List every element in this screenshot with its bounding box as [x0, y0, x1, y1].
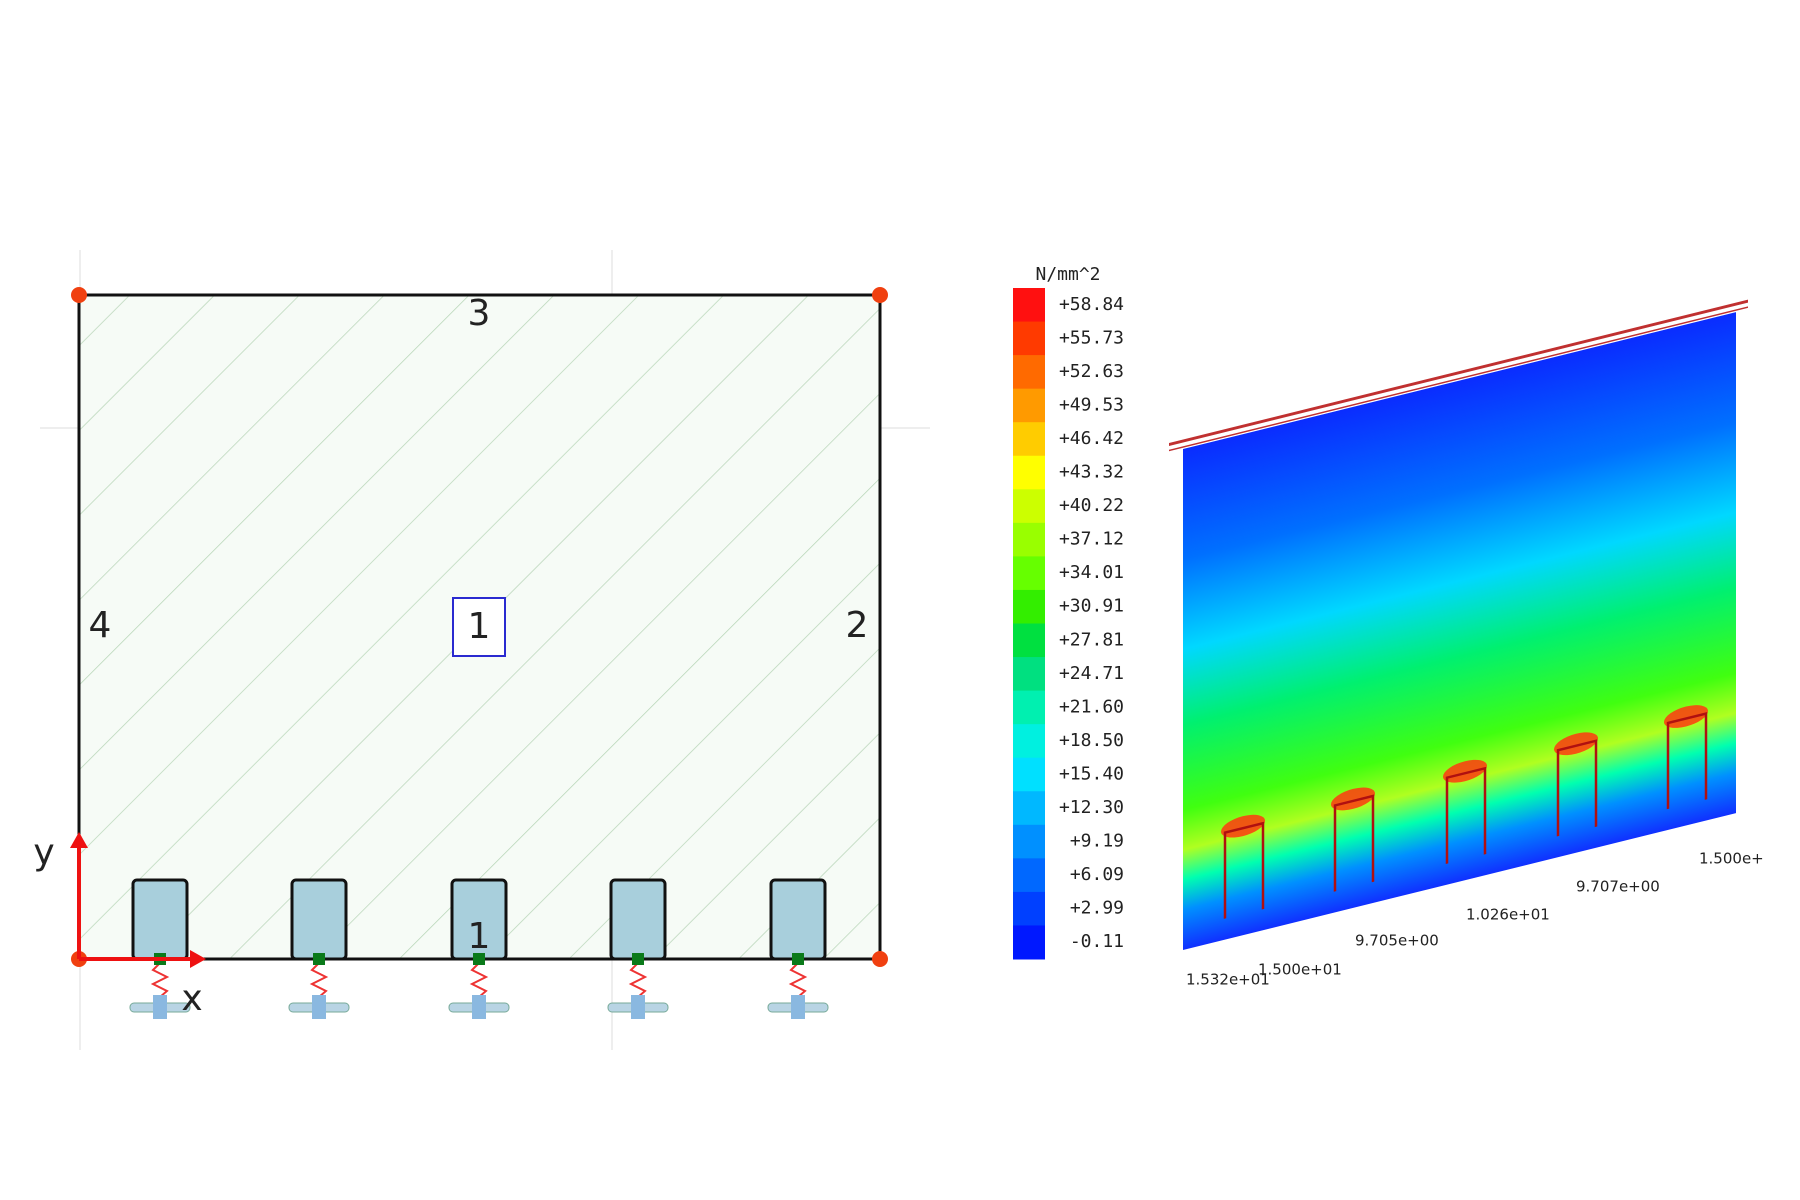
legend-swatch	[1013, 388, 1045, 423]
edge-label: 2	[846, 605, 869, 646]
legend-swatch	[1013, 455, 1045, 490]
legend-value: +27.81	[1059, 629, 1124, 650]
legend-value: +58.84	[1059, 294, 1124, 315]
legend-swatch	[1013, 288, 1045, 323]
legend-value: +49.53	[1059, 394, 1124, 415]
model-view: y x 3 2 4 1 1	[33, 250, 930, 1050]
legend-value: +2.99	[1070, 898, 1124, 919]
legend-unit: N/mm^2	[1035, 264, 1100, 285]
surface-label-box	[452, 597, 506, 657]
annotation: 1.500e+01	[1258, 961, 1342, 979]
result-view: 1.500e+01 9.705e+00 1.026e+01 9.707e+00 …	[1169, 299, 1764, 989]
edge-label: 4	[89, 605, 112, 646]
legend-swatch	[1013, 757, 1045, 792]
legend-value: +55.73	[1059, 327, 1124, 348]
legend-value: +24.71	[1059, 663, 1124, 684]
axis-label: x	[181, 978, 202, 1019]
annotation: 1.026e+01	[1466, 906, 1550, 924]
legend-swatch	[1013, 522, 1045, 557]
annotation: 9.705e+00	[1355, 932, 1439, 950]
supports	[129, 962, 829, 1019]
legend-value: +37.12	[1059, 529, 1124, 550]
legend-value: +15.40	[1059, 763, 1124, 784]
annotation: 9.707e+00	[1576, 878, 1660, 896]
legend-swatch	[1013, 321, 1045, 356]
legend-swatch	[1013, 724, 1045, 759]
footings	[131, 878, 827, 961]
legend-value: +40.22	[1059, 495, 1124, 516]
stress-plate	[1169, 299, 1748, 950]
footing-nodes	[154, 953, 804, 965]
legend-value: +9.19	[1070, 831, 1124, 852]
legend-swatch	[1013, 623, 1045, 658]
legend-value: +21.60	[1059, 696, 1124, 717]
legend-swatch	[1013, 489, 1045, 524]
legend-swatch	[1013, 556, 1045, 591]
axis-label: y	[33, 832, 54, 873]
legend-swatch	[1013, 690, 1045, 725]
legend-swatch	[1013, 791, 1045, 826]
legend-value: +46.42	[1059, 428, 1124, 449]
legend-value: -0.11	[1070, 931, 1124, 952]
legend-swatch	[1013, 891, 1045, 926]
legend-value: +34.01	[1059, 562, 1124, 583]
annotation: 1.500e+	[1699, 850, 1764, 868]
surface-label: 1	[468, 606, 491, 647]
axes	[70, 832, 206, 968]
legend-value: +6.09	[1070, 864, 1124, 885]
legend-value: +43.32	[1059, 462, 1124, 483]
footing-label: 1	[468, 916, 491, 957]
legend-swatch	[1013, 824, 1045, 859]
legend-swatch	[1013, 925, 1045, 960]
edge-label: 3	[468, 293, 491, 334]
legend-value: +12.30	[1059, 797, 1124, 818]
legend-value: +52.63	[1059, 361, 1124, 382]
color-legend: N/mm^2 +58.84 +55.73 +52.63 +49.53 +46.42 +43…	[1013, 264, 1124, 960]
legend-value: +18.50	[1059, 730, 1124, 751]
legend-swatch	[1013, 422, 1045, 457]
legend-swatch	[1013, 657, 1045, 692]
annotation: 1.532e+01	[1186, 971, 1270, 989]
legend-value: +30.91	[1059, 596, 1124, 617]
legend-swatch	[1013, 355, 1045, 390]
legend-swatch	[1013, 858, 1045, 893]
legend-swatch	[1013, 589, 1045, 624]
